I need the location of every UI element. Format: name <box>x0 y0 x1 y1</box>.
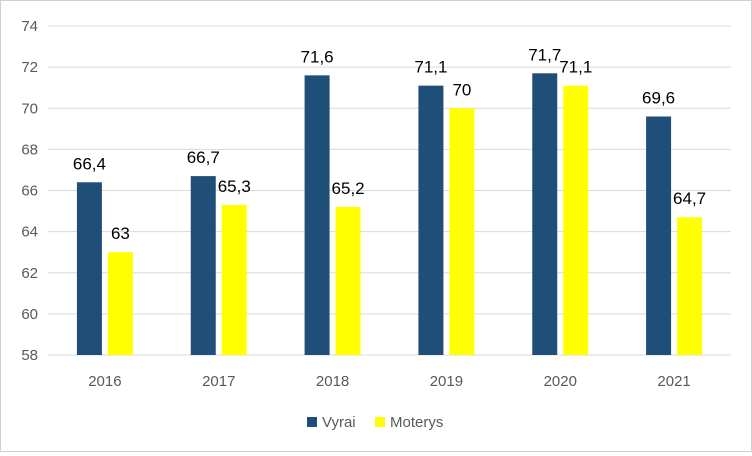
data-label-vyrai-2019: 71,1 <box>414 58 447 77</box>
y-tick-label: 70 <box>21 100 38 117</box>
y-tick-label: 60 <box>21 306 38 323</box>
x-tick-label: 2018 <box>316 373 349 390</box>
legend-label-moterys: Moterys <box>390 414 443 431</box>
bar-moterys-2020 <box>563 85 589 355</box>
x-tick-label: 2017 <box>202 373 235 390</box>
bar-vyrai-2018 <box>304 75 330 355</box>
bar-moterys-2021 <box>677 217 703 355</box>
x-axis-ticks: 2016 2017 2018 2019 2020 2021 <box>88 373 691 390</box>
bar-vyrai-2016 <box>76 182 102 355</box>
legend-label-vyrai: Vyrai <box>322 414 356 431</box>
y-tick-label: 62 <box>21 265 38 282</box>
data-labels: 66,46366,765,371,665,271,17071,771,169,6… <box>73 45 706 243</box>
bar-vyrai-2020 <box>532 73 558 355</box>
bar-vyrai-2019 <box>418 85 444 355</box>
legend-swatch-vyrai <box>307 417 317 427</box>
data-label-vyrai-2018: 71,6 <box>301 47 334 66</box>
bar-moterys-2016 <box>107 252 133 355</box>
y-tick-label: 64 <box>21 224 38 241</box>
legend: Vyrai Moterys <box>307 414 443 431</box>
bar-moterys-2019 <box>449 108 475 355</box>
y-tick-label: 74 <box>21 18 38 35</box>
x-tick-label: 2021 <box>657 373 690 390</box>
data-label-vyrai-2020: 71,7 <box>528 45 561 64</box>
bars <box>76 73 703 355</box>
data-label-moterys-2020: 71,1 <box>559 58 592 77</box>
y-tick-label: 66 <box>21 183 38 200</box>
data-label-vyrai-2017: 66,7 <box>187 148 220 167</box>
y-tick-label: 72 <box>21 59 38 76</box>
x-tick-label: 2019 <box>430 373 463 390</box>
x-tick-label: 2016 <box>88 373 121 390</box>
data-label-moterys-2016: 63 <box>111 224 130 243</box>
data-label-vyrai-2021: 69,6 <box>642 88 675 107</box>
y-tick-label: 58 <box>21 347 38 364</box>
bar-moterys-2018 <box>335 206 361 355</box>
data-label-moterys-2017: 65,3 <box>218 177 251 196</box>
legend-swatch-moterys <box>375 417 385 427</box>
data-label-moterys-2021: 64,7 <box>673 189 706 208</box>
bar-vyrai-2017 <box>190 176 216 355</box>
bar-vyrai-2021 <box>646 116 672 355</box>
data-label-moterys-2019: 70 <box>452 80 471 99</box>
data-label-moterys-2018: 65,2 <box>332 179 365 198</box>
data-label-vyrai-2016: 66,4 <box>73 154 106 173</box>
bar-moterys-2017 <box>221 204 247 355</box>
x-tick-label: 2020 <box>544 373 577 390</box>
y-tick-label: 68 <box>21 141 38 158</box>
gridlines <box>48 25 731 356</box>
y-axis-ticks: 58 60 62 64 66 68 70 72 74 <box>21 18 38 364</box>
